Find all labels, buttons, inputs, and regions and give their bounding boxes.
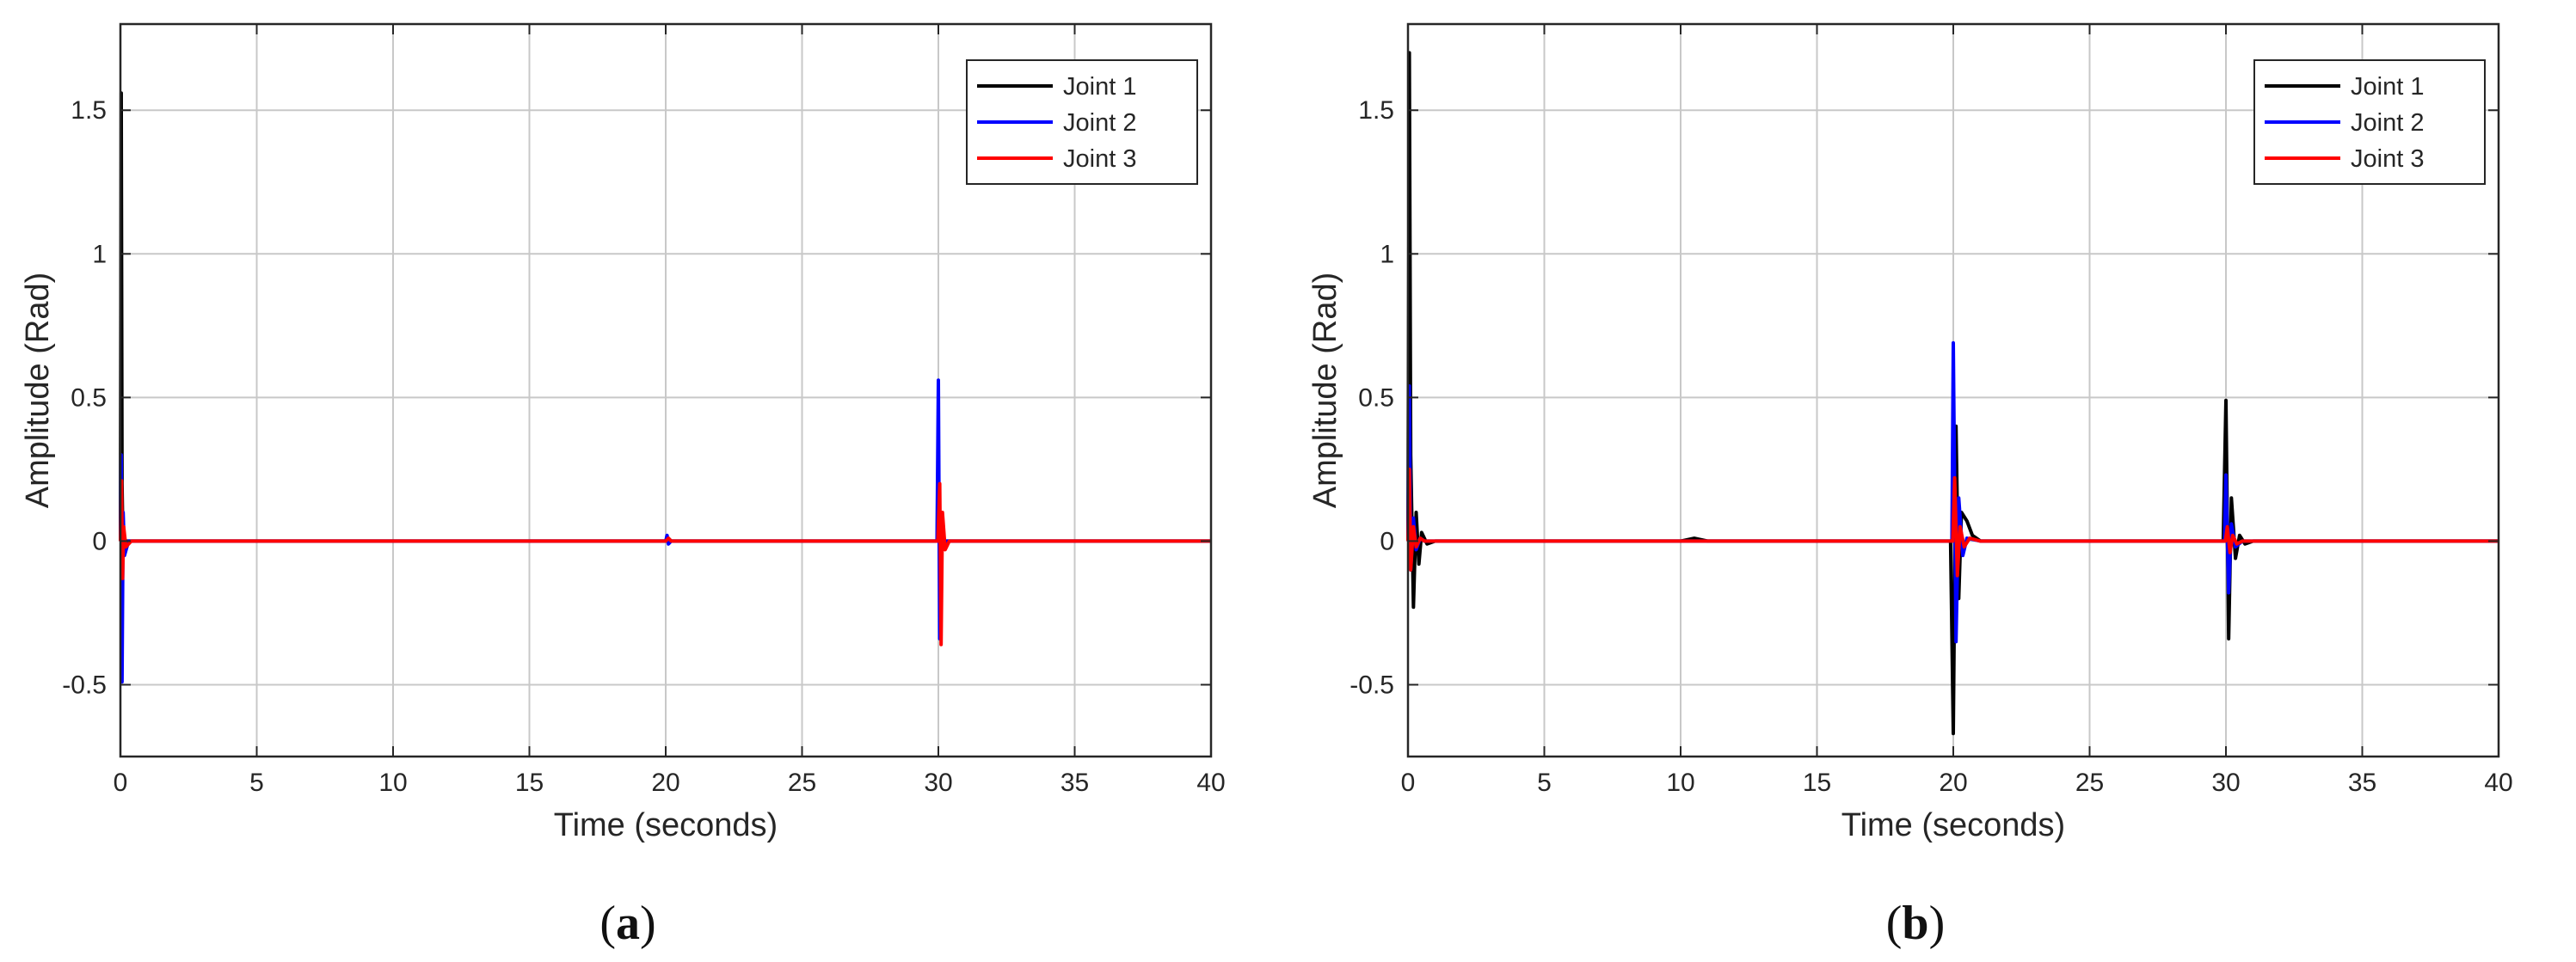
x-tick-label: 25 [788, 769, 816, 797]
y-tick-label: 1 [92, 240, 107, 268]
y-tick-label: 1.5 [1358, 96, 1394, 125]
y-tick-label: 1 [1380, 240, 1394, 268]
x-tick-label: 40 [1196, 769, 1225, 797]
x-tick-label: 10 [1666, 769, 1694, 797]
panel-label-b: (b) [1885, 897, 1946, 950]
x-tick-label: 5 [1537, 769, 1552, 797]
x-tick-label: 5 [249, 769, 264, 797]
x-tick-label: 35 [2348, 769, 2376, 797]
chart-b-svg: 0 5 10 15 20 25 30 35 40 -0.5 0 0.5 1 1.5 Time (second… [1307, 22, 2513, 843]
y-tick-label: -0.5 [62, 671, 107, 699]
x-axis-label: Time (seconds) [554, 807, 778, 843]
x-tick-label: 40 [2484, 769, 2512, 797]
x-tick-label: 30 [2211, 769, 2240, 797]
x-tick-label: 20 [651, 769, 679, 797]
x-axis-label: Time (seconds) [1841, 807, 2065, 843]
x-tick-label: 0 [114, 769, 128, 797]
y-tick-label: 0 [92, 527, 107, 555]
series-line-joint-3 [119, 479, 1211, 646]
x-tick-label: 10 [378, 769, 407, 797]
panel-label-a: (a) [599, 897, 656, 950]
chart-panel-b: 0 5 10 15 20 25 30 35 40 -0.5 0 0.5 1 1.5 Time (second… [1288, 0, 2575, 962]
x-tick-label: 30 [924, 769, 952, 797]
y-tick-label: 0.5 [1358, 383, 1394, 412]
x-tick-label: 15 [1803, 769, 1831, 797]
y-axis-label: Amplitude (Rad) [1307, 273, 1343, 509]
series-line-joint-3 [1406, 467, 2499, 578]
legend-label-joint-1: Joint 1 [2351, 73, 2424, 101]
x-tick-label: 15 [515, 769, 544, 797]
x-tick-label: 25 [2075, 769, 2104, 797]
y-tick-label: 0 [1380, 527, 1394, 555]
legend-label-joint-3: Joint 3 [1063, 145, 1136, 173]
chart-a-svg: 0 5 10 15 20 25 30 35 40 -0.5 0 0.5 1 1.5 Time (second… [20, 22, 1226, 843]
chart-panel-a: 0 5 10 15 20 25 30 35 40 -0.5 0 0.5 1 1.5 Time (second… [20, 22, 1226, 950]
y-tick-label: 1.5 [71, 96, 107, 125]
y-tick-label: 0.5 [71, 383, 107, 412]
x-tick-label: 35 [1061, 769, 1089, 797]
y-axis-label: Amplitude (Rad) [20, 273, 56, 509]
legend-label-joint-1: Joint 1 [1063, 73, 1136, 101]
y-tick-label: -0.5 [1349, 671, 1394, 699]
legend-label-joint-3: Joint 3 [2351, 145, 2424, 173]
x-tick-label: 20 [1939, 769, 1967, 797]
x-tick-label: 0 [1401, 769, 1416, 797]
legend-label-joint-2: Joint 2 [2351, 109, 2424, 137]
legend-label-joint-2: Joint 2 [1063, 109, 1136, 137]
